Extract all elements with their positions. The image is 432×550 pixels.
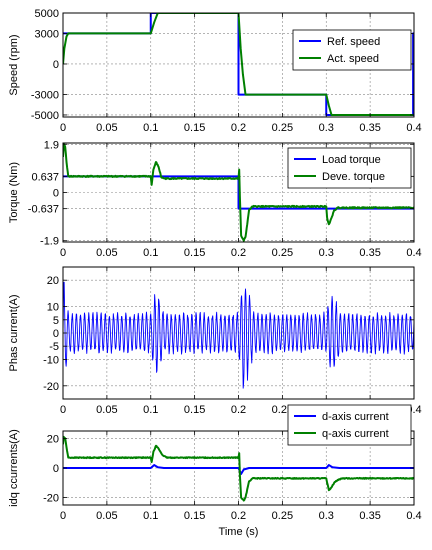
series-line-deve-torque bbox=[63, 143, 414, 242]
x-tick-label: 0.15 bbox=[184, 122, 205, 134]
y-tick-label: -0.637 bbox=[28, 204, 59, 216]
y-axis-label: Phas current(A) bbox=[8, 294, 20, 371]
x-tick-label: 0.2 bbox=[231, 122, 246, 134]
x-tick-label: 0.4 bbox=[406, 247, 421, 259]
x-tick-label: 0.3 bbox=[319, 122, 334, 134]
legend-box bbox=[292, 29, 412, 71]
chart-panel-3: 00.050.10.150.20.250.30.350.4201050-5-10… bbox=[8, 266, 422, 416]
y-tick-label: 3000 bbox=[35, 28, 59, 40]
x-tick-label: 0.1 bbox=[143, 404, 158, 416]
legend: Ref. speed Act. speed bbox=[292, 29, 412, 71]
y-tick-label: 0 bbox=[53, 188, 59, 200]
x-tick-label: 0.25 bbox=[272, 122, 293, 134]
x-tick-label: 0.1 bbox=[143, 510, 158, 522]
x-tick-label: 0 bbox=[60, 122, 66, 134]
x-tick-label: 0.35 bbox=[359, 510, 380, 522]
x-tick-label: 0.4 bbox=[406, 510, 421, 522]
legend-label: Load torque bbox=[322, 154, 381, 166]
x-tick-label: 0.05 bbox=[96, 122, 117, 134]
series-group bbox=[63, 143, 414, 242]
x-axis-label: Time (s) bbox=[219, 526, 259, 538]
x-tick-label: 0.25 bbox=[272, 510, 293, 522]
x-tick-label: 0.35 bbox=[359, 247, 380, 259]
x-tick-label: 0 bbox=[60, 510, 66, 522]
y-tick-label: 10 bbox=[47, 302, 59, 314]
series-group bbox=[63, 435, 414, 502]
x-tick-label: 0 bbox=[60, 247, 66, 259]
series-line-q-axis-current bbox=[63, 435, 414, 502]
y-tick-label: 20 bbox=[47, 433, 59, 445]
legend-label: Deve. torque bbox=[322, 171, 385, 183]
x-tick-label: 0.35 bbox=[359, 122, 380, 134]
legend-box bbox=[287, 147, 412, 189]
x-tick-label: 0.2 bbox=[231, 247, 246, 259]
x-tick-label: 0.2 bbox=[231, 510, 246, 522]
y-tick-label: 1.9 bbox=[44, 139, 59, 151]
x-tick-label: 0.15 bbox=[184, 510, 205, 522]
y-tick-label: -10 bbox=[43, 354, 59, 366]
y-tick-label: 5 bbox=[53, 315, 59, 327]
series-group bbox=[63, 13, 414, 116]
y-tick-label: -5000 bbox=[31, 110, 59, 122]
x-tick-label: 0.15 bbox=[184, 247, 205, 259]
x-tick-label: 0.25 bbox=[272, 247, 293, 259]
series-line-phase-current bbox=[63, 281, 414, 389]
y-tick-label: 0 bbox=[53, 59, 59, 71]
legend-label: Act. speed bbox=[327, 53, 379, 65]
x-tick-label: 0 bbox=[60, 404, 66, 416]
y-axis-label: idq ccurrents(A) bbox=[8, 429, 20, 507]
x-tick-label: 0.15 bbox=[184, 404, 205, 416]
x-tick-label: 0.3 bbox=[319, 247, 334, 259]
legend-box bbox=[287, 404, 412, 446]
y-tick-label: -1.9 bbox=[40, 236, 59, 248]
series-line-act-speed bbox=[63, 13, 414, 116]
x-tick-label: 0.05 bbox=[96, 404, 117, 416]
legend: Load torque Deve. torque bbox=[287, 147, 412, 189]
y-axis-label: Torque (Nm) bbox=[8, 162, 20, 223]
legend-label: Ref. speed bbox=[327, 36, 380, 48]
y-tick-label: -20 bbox=[43, 493, 59, 505]
chart-panel-2: 0 0.05 0.1 0.15 0.2 0.25 0.3 0.35 0.4 1.9 0.637 0 -0… bbox=[8, 139, 422, 259]
y-axis-label: Speed (rpm) bbox=[8, 34, 20, 95]
y-tick-label: 20 bbox=[47, 275, 59, 287]
y-tick-label: 0 bbox=[53, 328, 59, 340]
x-tick-label: 0.05 bbox=[96, 247, 117, 259]
y-tick-label: -20 bbox=[43, 381, 59, 393]
x-tick-label: 0.3 bbox=[319, 510, 334, 522]
y-tick-label: 5000 bbox=[35, 8, 59, 20]
y-tick-label: 0 bbox=[53, 463, 59, 475]
y-tick-label: 0.637 bbox=[31, 171, 59, 183]
series-line-d-axis-current bbox=[63, 464, 414, 475]
legend: d-axis current q-axis current bbox=[287, 404, 412, 446]
x-tick-label: 0.05 bbox=[96, 510, 117, 522]
chart-panel-1: 0 0.05 0.1 0.15 0.2 0.25 0.3 0.35 0.4 5000 3000 0 -3… bbox=[8, 8, 422, 134]
series-group bbox=[63, 281, 414, 389]
y-tick-label: -3000 bbox=[31, 90, 59, 102]
legend-label: d-axis current bbox=[322, 411, 389, 423]
y-tick-label: -5 bbox=[49, 341, 59, 353]
x-tick-label: 0.2 bbox=[231, 404, 246, 416]
x-tick-label: 0.1 bbox=[143, 247, 158, 259]
x-tick-label: 0.4 bbox=[406, 122, 421, 134]
x-tick-label: 0.1 bbox=[143, 122, 158, 134]
legend-label: q-axis current bbox=[322, 428, 389, 440]
